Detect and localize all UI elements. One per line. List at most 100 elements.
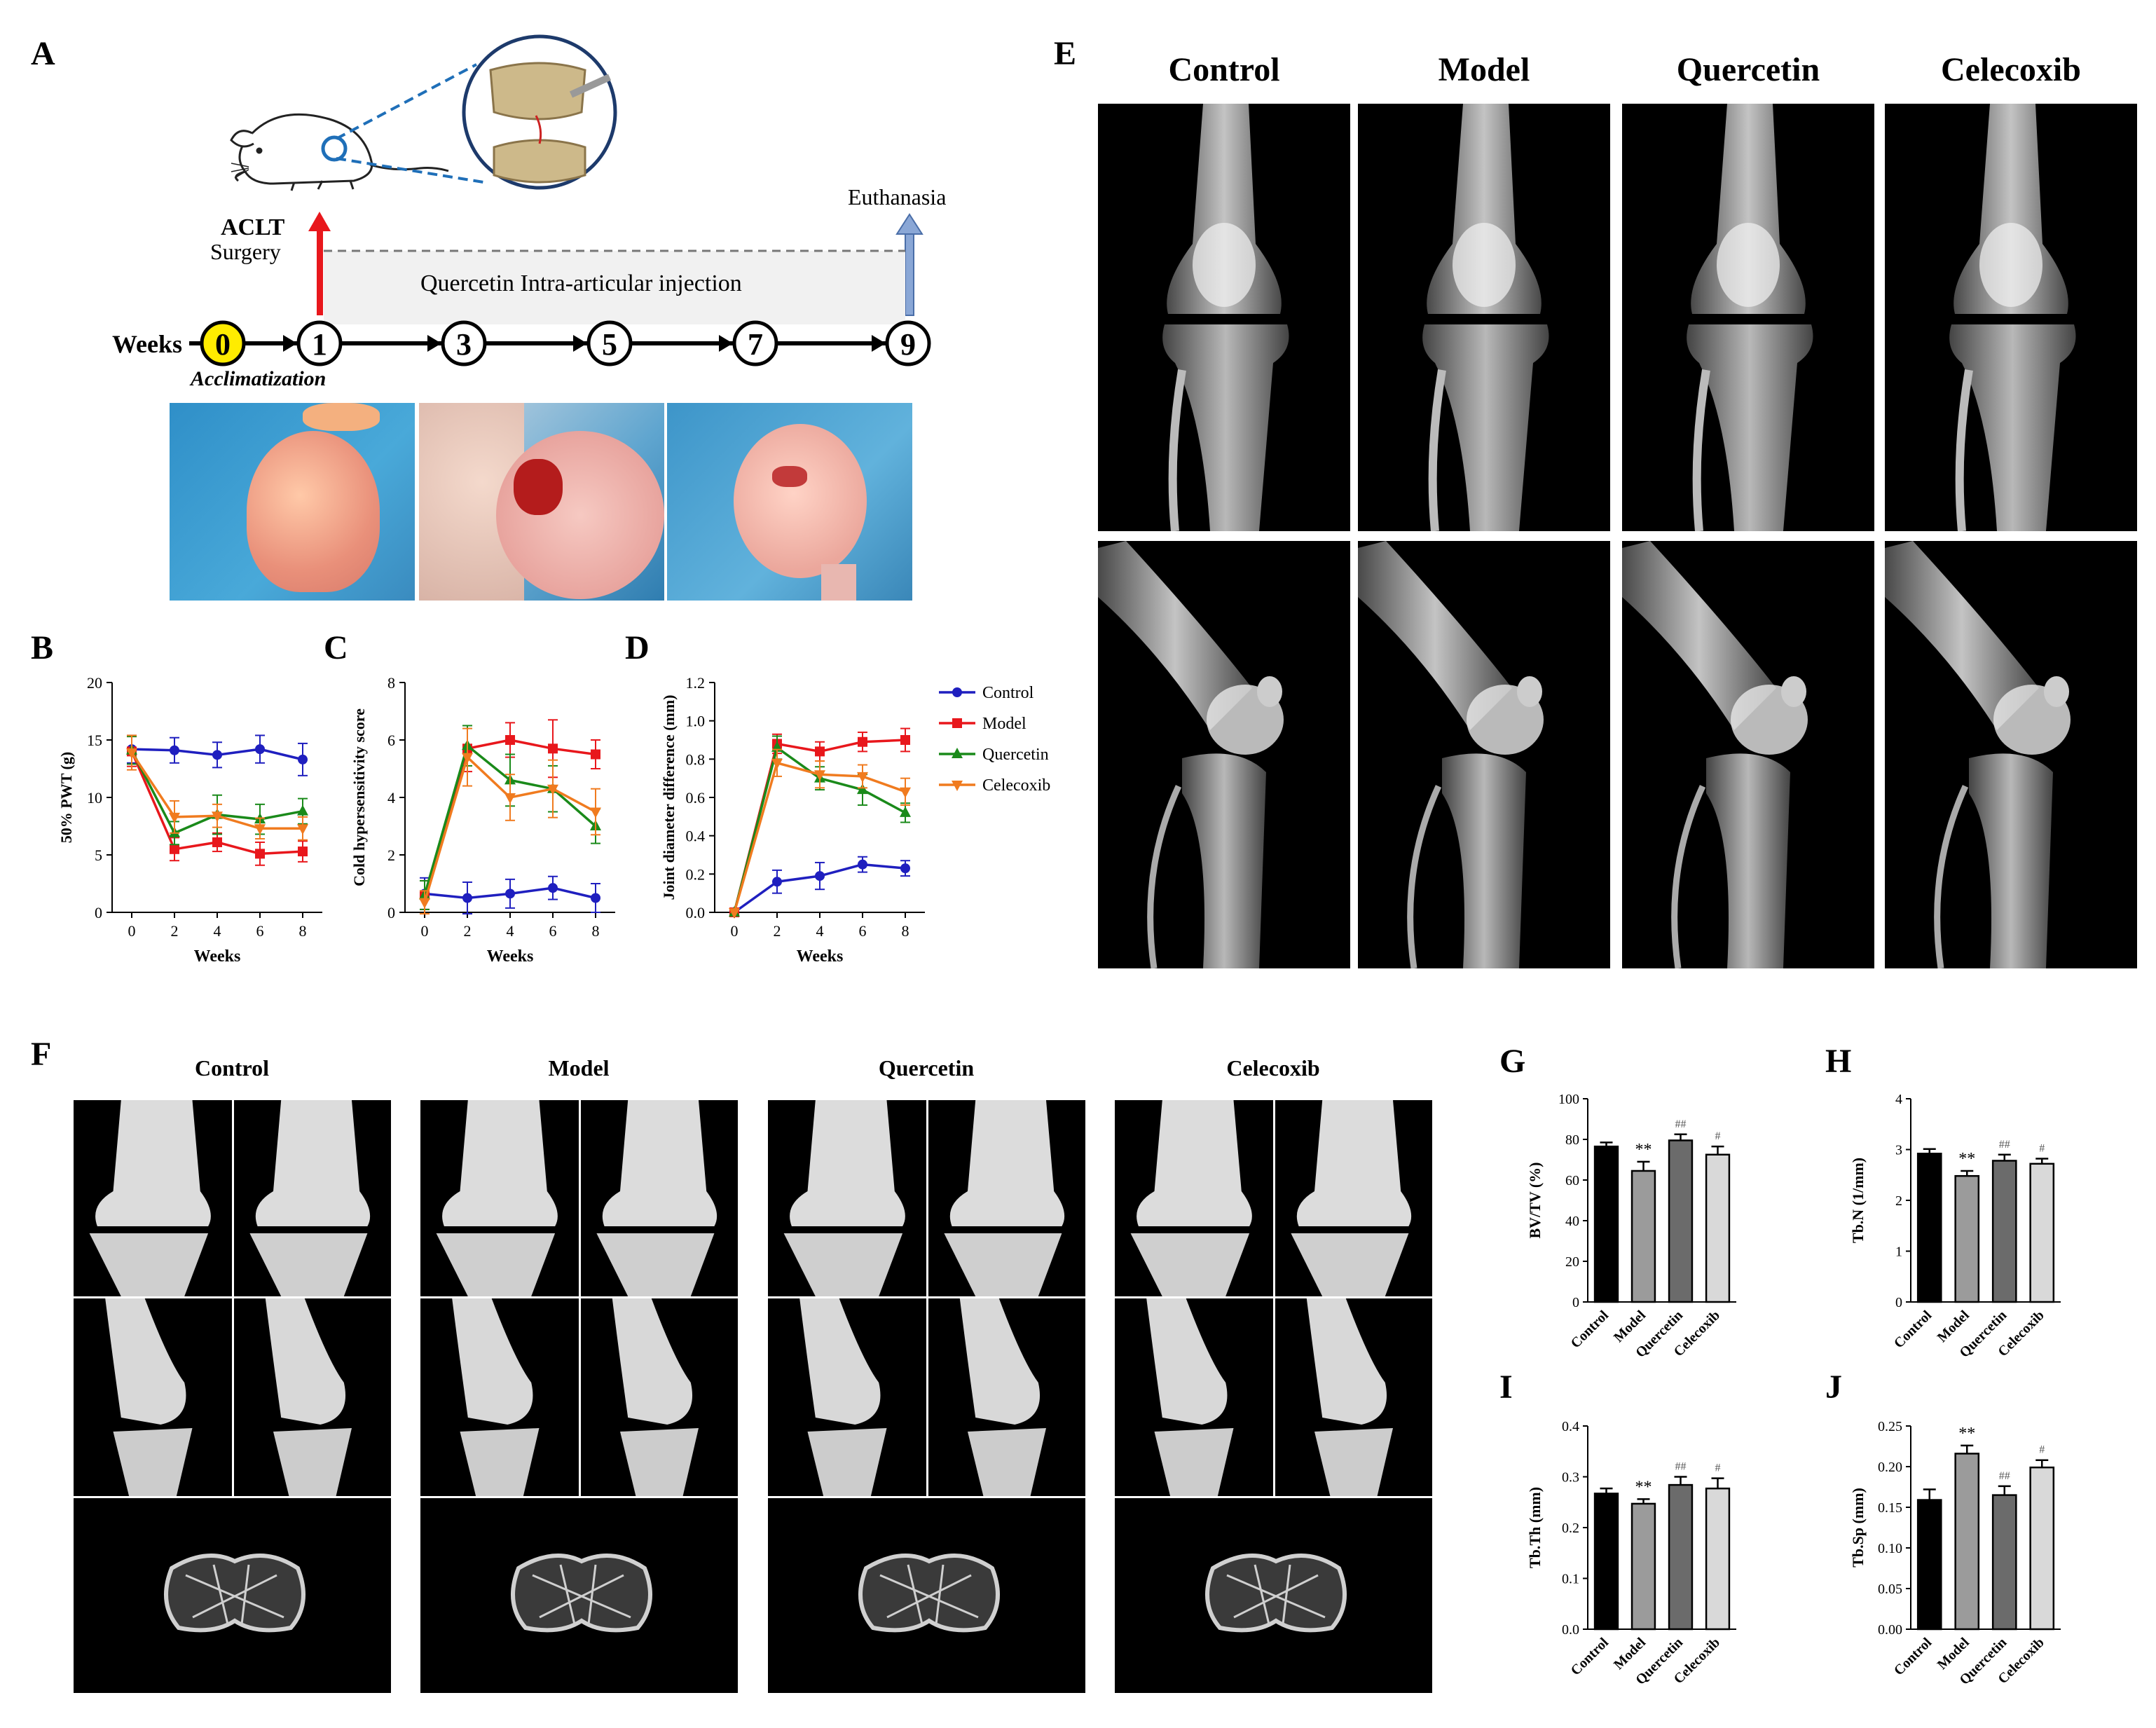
marker-triangle (857, 783, 868, 795)
microct-image-celecoxib-r2-c1 (1115, 1298, 1273, 1496)
y-tick-label: 0.2 (686, 865, 706, 883)
bone-render (959, 1298, 1046, 1496)
microct-image-model-r1-c1 (420, 1100, 579, 1296)
y-tick-label: 20 (1565, 1254, 1579, 1270)
marker-triangle (297, 804, 308, 816)
significance-mark: ** (1958, 1425, 1975, 1443)
bone-render (799, 1298, 887, 1496)
bar-control (1593, 1493, 1619, 1631)
y-tick-label: 0 (387, 904, 395, 921)
bone-render (1146, 1298, 1234, 1496)
x-tick-label: 4 (507, 922, 514, 940)
bone-render (1205, 1554, 1347, 1633)
marker-triangle-down (590, 807, 601, 818)
panel-label-b: B (31, 629, 53, 666)
y-tick-label: 0.8 (686, 750, 706, 768)
y-tick-label: 20 (87, 674, 102, 692)
marker-circle (212, 750, 222, 760)
bone-render (249, 1100, 371, 1296)
marker-square (255, 849, 265, 859)
marker-triangle-down (462, 753, 473, 764)
chart-j-tbsp: 0.00 0.05 0.10 0.15 0.20 0.25 Tb.Sp (mm) Contro… (1849, 1419, 2061, 1688)
knee-zoom-circle (462, 34, 617, 190)
marker-triangle-down (254, 824, 266, 835)
bone-shape (1885, 541, 2071, 968)
y-tick-label: 60 (1565, 1173, 1579, 1188)
marker-circle (298, 754, 308, 764)
xray-header-model: Model (1439, 51, 1530, 88)
series-celecoxib (729, 748, 911, 919)
microct-image-model-r2-c1 (420, 1298, 579, 1496)
microct-image-control-r1-c2 (234, 1100, 391, 1296)
marker-triangle-down (504, 793, 516, 804)
x-tick-label: 6 (256, 922, 264, 940)
xray-image-control-frontal (1098, 104, 1350, 531)
bar-celecoxib (1705, 1487, 1731, 1631)
bone-shape (1358, 541, 1544, 968)
microct-header-control: Control (195, 1055, 269, 1081)
marker-triangle (952, 748, 963, 758)
microct-image-control-r3-c1 (74, 1498, 391, 1693)
bar-celecoxib (2029, 1466, 2055, 1631)
marker-circle (858, 859, 867, 870)
panel-label-a: A (31, 35, 55, 72)
marker-circle (591, 893, 600, 903)
x-tick-label: Control (1891, 1308, 1935, 1352)
microct-image-quercetin-r3-c1 (768, 1498, 1085, 1693)
timeline-arrowhead (427, 335, 441, 352)
panel-e-xray: E Control Model Quercetin Celecoxib (1054, 35, 2081, 88)
series-control (127, 734, 308, 776)
bone-render (164, 1554, 305, 1633)
y-axis-label: 50% PWT (g) (57, 752, 75, 843)
marker-square (952, 718, 962, 728)
euthanasia-label: Euthanasia (848, 184, 946, 210)
marker-square (815, 746, 825, 757)
bone-render (596, 1100, 717, 1296)
x-tick-label: 8 (592, 922, 600, 940)
bone-shape (1949, 104, 2076, 531)
series-control (420, 875, 600, 915)
timeline-node-label: 7 (748, 327, 763, 362)
x-tick-label: Control (1891, 1635, 1935, 1679)
panel-label-i: I (1499, 1369, 1513, 1406)
y-tick-label: 1.0 (686, 713, 706, 730)
x-tick-label: 4 (214, 922, 221, 940)
chart-b-50pct-pwt: 0 5 10 15 20 0 2 4 6 8 Weeks 50% PWT (g) (57, 674, 322, 966)
marker-triangle-down (814, 770, 825, 781)
significance-mark: ## (1675, 1461, 1687, 1473)
microct-image-model-r3-c1 (420, 1498, 738, 1693)
xray-image-celecoxib-lateral (1885, 541, 2137, 968)
panel-label-g: G (1499, 1043, 1525, 1080)
timeline-node-7 (732, 320, 778, 366)
significance-mark: ## (1675, 1118, 1687, 1130)
bone-shape (1098, 541, 1284, 968)
marker-triangle-down (419, 898, 430, 909)
xray-header-control: Control (1168, 51, 1279, 88)
marker-triangle-down (126, 748, 137, 760)
y-axis-label: Tb.N (1/mm) (1849, 1158, 1867, 1243)
y-tick-label: 0.20 (1878, 1460, 1902, 1475)
y-tick-label: 0.4 (1562, 1419, 1579, 1434)
marker-triangle-down (952, 781, 963, 791)
panel-f-microct: F Control Model Quercetin Celecoxib (31, 1036, 1320, 1081)
microct-image-quercetin-r1-c2 (928, 1100, 1085, 1296)
significance-mark: ** (1635, 1141, 1652, 1159)
marker-circle (505, 889, 515, 899)
panel-a-timeline: A ACLT Surgery Euthanasia Quercetin Intr… (31, 34, 946, 390)
bar-model (1954, 1453, 1980, 1631)
microct-image-model-r2-c2 (581, 1298, 738, 1496)
timeline-nodes: 0 1 3 5 7 9 (200, 320, 931, 366)
bone-render (105, 1298, 193, 1496)
marker-circle (952, 687, 962, 697)
series-celecoxib (419, 727, 601, 915)
bar-control (1916, 1153, 1942, 1303)
marker-square (900, 735, 910, 745)
x-tick-label: 6 (549, 922, 557, 940)
y-tick-label: 0.00 (1878, 1622, 1902, 1638)
legend-label: Control (982, 684, 1034, 702)
y-tick-label: 0.0 (686, 904, 706, 921)
bar-model (1630, 1170, 1656, 1303)
marker-circle (772, 877, 782, 887)
timeline-node-1 (296, 320, 343, 366)
y-tick-label: 0.2 (1562, 1521, 1579, 1536)
